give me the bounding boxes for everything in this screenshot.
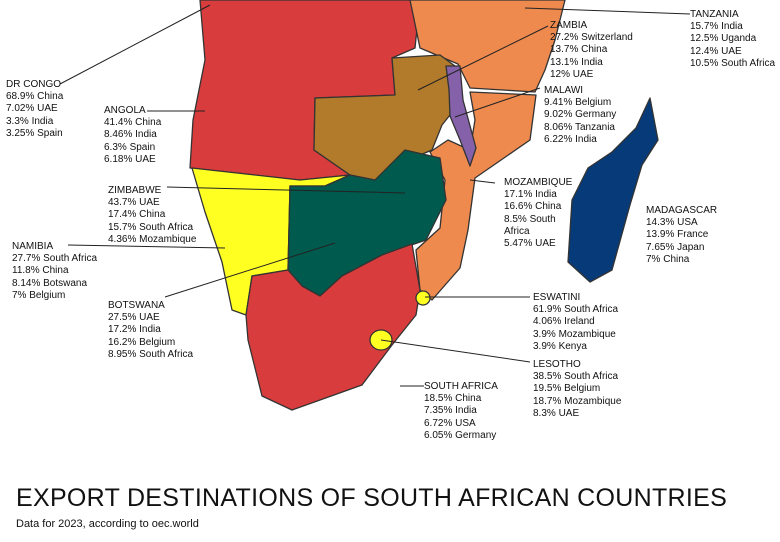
export-line: 8.5% South (504, 213, 556, 225)
export-line: 8.3% UAE (533, 407, 580, 419)
export-line: 27.7% South Africa (12, 253, 98, 265)
country-name: ANGOLA (104, 105, 146, 116)
export-line: 17.4% China (108, 209, 166, 221)
export-line: 7% Belgium (12, 289, 66, 301)
export-line: 10.5% South Africa (690, 57, 776, 69)
export-line: 27.5% UAE (108, 312, 160, 324)
export-line: 16.2% Belgium (108, 336, 176, 348)
region-mozambique (415, 91, 537, 301)
map-title: EXPORT DESTINATIONS OF SOUTH AFRICAN COU… (16, 484, 728, 512)
export-line: 5.47% UAE (504, 238, 556, 250)
export-line: 8.95% South Africa (108, 348, 194, 360)
country-name: MALAWI (544, 85, 584, 96)
export-line: 18.7% Mozambique (533, 395, 622, 407)
region-madagascar (567, 97, 659, 283)
export-line: 3.9% Kenya (533, 340, 587, 352)
export-line: Africa (504, 225, 530, 237)
export-line: 3.9% Mozambique (533, 328, 616, 340)
label-malawi: MALAWI 9.41% Belgium 9.02% Germany 8.06% Ta… (544, 85, 616, 146)
export-line: 7% China (646, 253, 690, 265)
country-name: BOTSWANA (108, 300, 165, 311)
country-name: TANZANIA (690, 9, 739, 20)
label-zambia: ZAMBIA 27.2% Switzerland 13.7% China 13.1% … (550, 20, 633, 81)
export-line: 68.9% China (6, 91, 64, 103)
export-line: 4.36% Mozambique (108, 233, 197, 245)
export-line: 15.7% South Africa (108, 221, 194, 233)
export-line: 7.35% India (424, 405, 477, 417)
export-line: 41.4% China (104, 117, 162, 129)
label-zimbabwe: ZIMBABWE 43.7% UAE 17.4% China 15.7% South … (108, 185, 196, 246)
region-eswatini (415, 290, 431, 306)
export-line: 8.06% Tanzania (544, 121, 615, 133)
country-name: ZIMBABWE (108, 185, 162, 196)
export-line: 8.14% Botswana (12, 277, 88, 289)
export-line: 8.46% India (104, 129, 157, 141)
region-tanzania (409, 0, 566, 93)
export-line: 43.7% UAE (108, 197, 160, 209)
export-line: 6.05% Germany (424, 429, 497, 441)
country-name: NAMIBIA (12, 241, 54, 252)
export-line: 6.22% India (544, 133, 597, 145)
export-line: 6.72% USA (424, 417, 476, 429)
export-line: 12.4% UAE (690, 45, 742, 57)
label-lesotho: LESOTHO 38.5% South Africa 19.5% Belgium 18… (533, 359, 621, 420)
export-line: 17.1% India (504, 189, 557, 201)
country-name: ESWATINI (533, 292, 581, 303)
export-line: 13.9% France (646, 229, 709, 241)
export-line: 14.3% USA (646, 217, 698, 229)
export-line: 3.25% Spain (6, 127, 63, 139)
country-name: MOZAMBIQUE (504, 177, 573, 188)
map-subtitle: Data for 2023, according to oec.world (16, 518, 199, 530)
export-line: 4.06% Ireland (533, 316, 595, 328)
label-tanzania: TANZANIA 15.7% India 12.5% Uganda 12.4% UAE… (690, 9, 775, 70)
country-name: LESOTHO (533, 359, 581, 370)
leader-lines (59, 4, 691, 387)
export-line: 27.2% Switzerland (550, 32, 633, 44)
region-malawi (445, 65, 477, 167)
export-line: 13.7% China (550, 44, 608, 56)
export-line: 13.1% India (550, 56, 603, 68)
export-line: 6.3% Spain (104, 141, 156, 153)
export-line: 7.65% Japan (646, 241, 705, 253)
country-name: MADAGASCAR (646, 205, 718, 216)
export-line: 18.5% China (424, 393, 482, 405)
export-line: 61.9% South Africa (533, 304, 619, 316)
export-line: 7.02% UAE (6, 103, 58, 115)
export-line: 38.5% South Africa (533, 371, 619, 383)
export-line: 6.18% UAE (104, 153, 156, 165)
label-botswana: BOTSWANA 27.5% UAE 17.2% India 16.2% Belgiu… (108, 300, 193, 361)
label-eswatini: ESWATINI 61.9% South Africa 4.06% Ireland 3… (533, 292, 618, 353)
label-south-africa: SOUTH AFRICA 18.5% China 7.35% India 6.72% … (424, 381, 498, 442)
label-madagascar: MADAGASCAR 14.3% USA 13.9% France 7.65% Jap… (646, 205, 717, 266)
export-line: 9.02% Germany (544, 109, 617, 121)
label-mozambique: MOZAMBIQUE 17.1% India 16.6% China 8.5% Sou… (504, 177, 572, 250)
region-south-africa (245, 243, 421, 411)
export-line: 3.3% India (6, 115, 54, 127)
country-name: DR CONGO (6, 79, 61, 90)
export-line: 19.5% Belgium (533, 383, 601, 395)
export-line: 16.6% China (504, 201, 562, 213)
export-line: 17.2% India (108, 324, 161, 336)
export-line: 12% UAE (550, 68, 594, 80)
label-dr-congo: DR CONGO 68.9% China 7.02% UAE 3.3% India 3.… (6, 79, 63, 140)
export-line: 15.7% India (690, 21, 743, 33)
label-angola: ANGOLA 41.4% China 8.46% India 6.3% Spain 6.… (104, 105, 161, 166)
label-namibia: NAMIBIA 27.7% South Africa 11.8% China 8.14… (12, 241, 97, 302)
export-line: 12.5% Uganda (690, 33, 757, 45)
country-name: SOUTH AFRICA (424, 381, 498, 392)
export-line: 9.41% Belgium (544, 97, 612, 109)
country-name: ZAMBIA (550, 20, 588, 31)
export-line: 11.8% China (12, 265, 69, 277)
